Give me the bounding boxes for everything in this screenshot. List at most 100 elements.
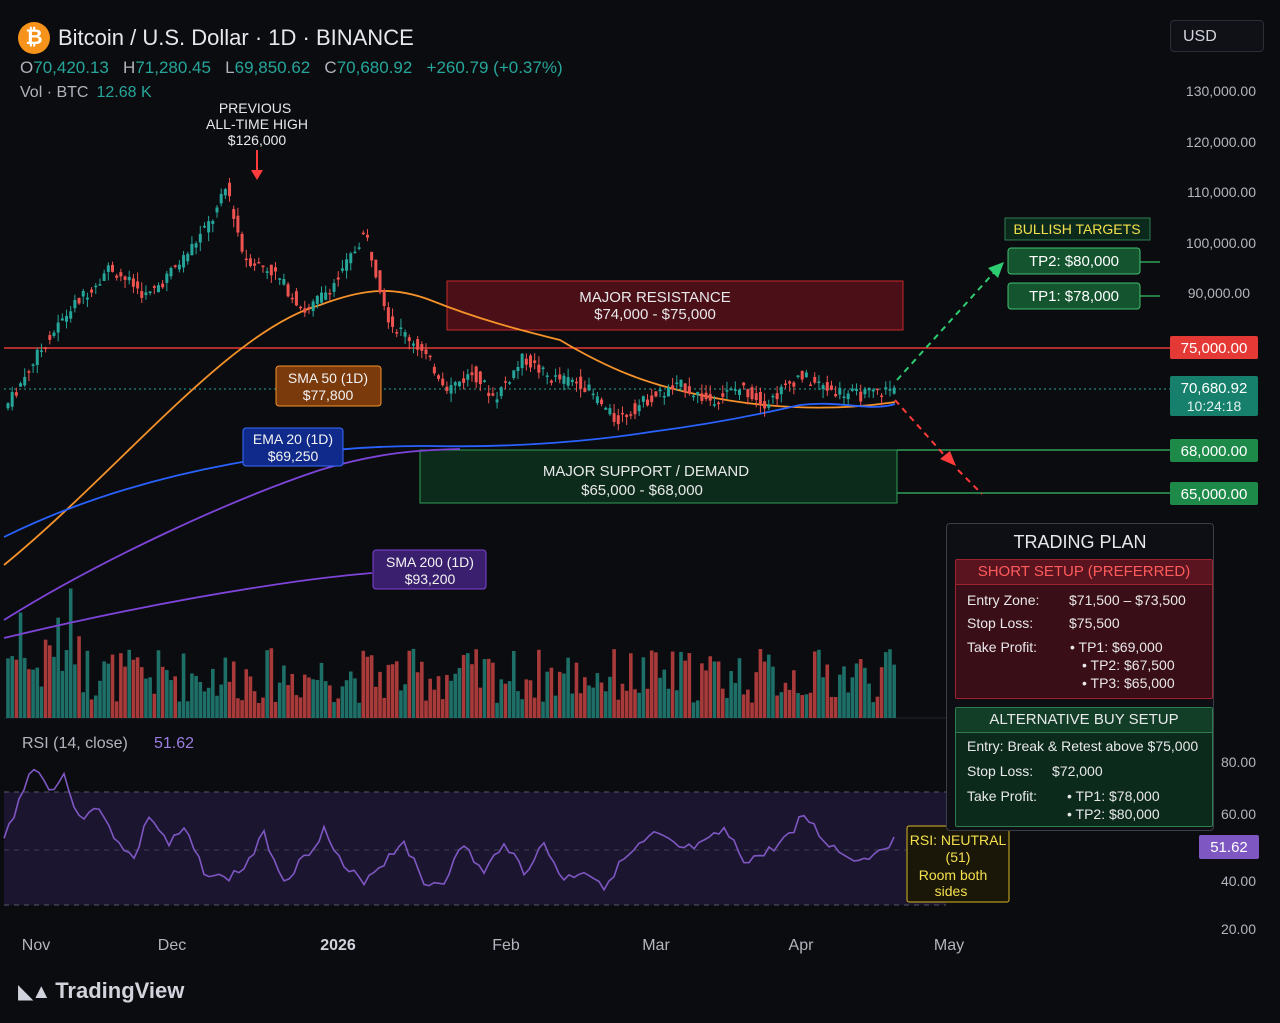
candle-body bbox=[541, 367, 545, 369]
tradingview-brand: TradingView bbox=[55, 978, 185, 1003]
close-value: 70,680.92 bbox=[336, 58, 413, 77]
volume-bar bbox=[599, 682, 604, 718]
bullish-arrowhead bbox=[988, 262, 1004, 278]
volume-bar bbox=[198, 681, 203, 718]
volume-bar bbox=[328, 685, 332, 718]
support-zone bbox=[419, 449, 898, 504]
short-entry-value: $71,500 – $73,500 bbox=[1069, 592, 1186, 608]
candle-body bbox=[457, 381, 461, 387]
candle-body bbox=[733, 389, 737, 392]
volume-bar bbox=[219, 684, 223, 718]
volume-bar bbox=[156, 650, 161, 718]
volume-bar bbox=[758, 649, 763, 718]
volume-bar bbox=[181, 653, 186, 718]
candle-body bbox=[320, 292, 323, 303]
volume-bar bbox=[884, 652, 888, 718]
volume-bar bbox=[432, 689, 437, 718]
rsi-note-line4: sides bbox=[935, 883, 968, 899]
candle-body bbox=[650, 395, 654, 403]
candle-body bbox=[403, 332, 407, 337]
volume-bar bbox=[43, 639, 48, 718]
candle-body bbox=[474, 366, 478, 383]
volume-bar bbox=[440, 699, 445, 718]
candle-body bbox=[503, 381, 507, 383]
volume-bar bbox=[390, 664, 395, 718]
candle-body bbox=[294, 291, 298, 306]
candle-body bbox=[612, 413, 616, 422]
volume-bar bbox=[645, 688, 650, 718]
volume-bar bbox=[507, 681, 512, 718]
volume-bar bbox=[52, 656, 56, 718]
volume-bar bbox=[144, 678, 148, 718]
volume-bar bbox=[612, 649, 616, 718]
volume-bar bbox=[190, 673, 194, 718]
candle-body bbox=[562, 375, 566, 384]
volume-bar bbox=[825, 664, 830, 718]
candle-body bbox=[604, 407, 608, 410]
open-label: O bbox=[20, 58, 34, 77]
rsi-tick-40: 40.00 bbox=[1221, 873, 1256, 889]
volume-bar bbox=[357, 702, 361, 718]
volume-bars bbox=[6, 588, 896, 718]
volume-bar bbox=[215, 695, 219, 718]
currency-button[interactable]: USD bbox=[1170, 20, 1264, 52]
candle-body bbox=[608, 408, 612, 415]
candle-body bbox=[198, 233, 202, 243]
symbol-title[interactable]: Bitcoin / U.S. Dollar · 1D · BINANCE bbox=[58, 25, 414, 50]
candle-body bbox=[345, 259, 349, 271]
candle-body bbox=[738, 389, 741, 395]
volume-bar bbox=[687, 653, 692, 718]
current-price-text: 70,680.92 bbox=[1181, 380, 1248, 397]
volume-bar bbox=[771, 666, 775, 718]
volume-bar bbox=[135, 657, 140, 718]
candle-body bbox=[6, 403, 10, 409]
tradingview-mark-icon: ◣▲ bbox=[18, 981, 51, 1003]
volume-bar bbox=[6, 658, 10, 718]
candle-body bbox=[662, 395, 666, 398]
volume-bar bbox=[206, 687, 211, 718]
volume-bar bbox=[775, 695, 779, 718]
candle-body bbox=[161, 283, 165, 288]
candle-body bbox=[775, 393, 779, 400]
tradingview-logo[interactable]: ◣▲ TradingView bbox=[18, 978, 184, 1004]
candle-body bbox=[361, 232, 365, 235]
volume-bar bbox=[792, 670, 796, 718]
high-value: 71,280.45 bbox=[135, 58, 211, 77]
volume-bar bbox=[436, 676, 441, 718]
volume-bar bbox=[482, 659, 487, 718]
volume-bar bbox=[27, 669, 31, 718]
short-tp1: • TP1: $69,000 bbox=[1070, 639, 1163, 655]
volume-bar bbox=[361, 650, 366, 718]
support-range: $65,000 - $68,000 bbox=[581, 482, 703, 499]
volume-bar bbox=[223, 657, 228, 718]
rsi-tick-20: 20.00 bbox=[1221, 921, 1256, 937]
volume-bar bbox=[332, 702, 336, 718]
candle-body bbox=[31, 364, 35, 367]
volume-bar bbox=[35, 667, 40, 718]
candle-body bbox=[524, 358, 528, 365]
volume-bar bbox=[261, 697, 265, 718]
volume-bar bbox=[127, 649, 132, 718]
candle-body bbox=[102, 273, 106, 281]
volume-bar bbox=[658, 677, 662, 718]
volume-bar bbox=[838, 674, 842, 718]
volume-bar bbox=[888, 649, 892, 718]
volume-bar bbox=[457, 667, 462, 718]
candle-body bbox=[641, 396, 645, 402]
candle-body bbox=[487, 392, 491, 396]
resistance-label: MAJOR RESISTANCE bbox=[579, 289, 730, 306]
volume-bar bbox=[783, 682, 788, 718]
ema20-line bbox=[3, 402, 896, 538]
candle-body bbox=[299, 306, 303, 309]
volume-bar bbox=[875, 696, 880, 718]
volume-bar bbox=[812, 651, 817, 718]
candle-body bbox=[65, 315, 69, 322]
candle-body bbox=[654, 391, 658, 397]
candle-body bbox=[332, 283, 336, 292]
ema20-box bbox=[242, 427, 344, 467]
tp2-label: TP2: $80,000 bbox=[1029, 253, 1119, 270]
sma200-tail bbox=[3, 572, 373, 639]
candle-body bbox=[675, 382, 679, 385]
trading-plan-panel: TRADING PLAN SHORT SETUP (PREFERRED) Ent… bbox=[946, 523, 1214, 831]
